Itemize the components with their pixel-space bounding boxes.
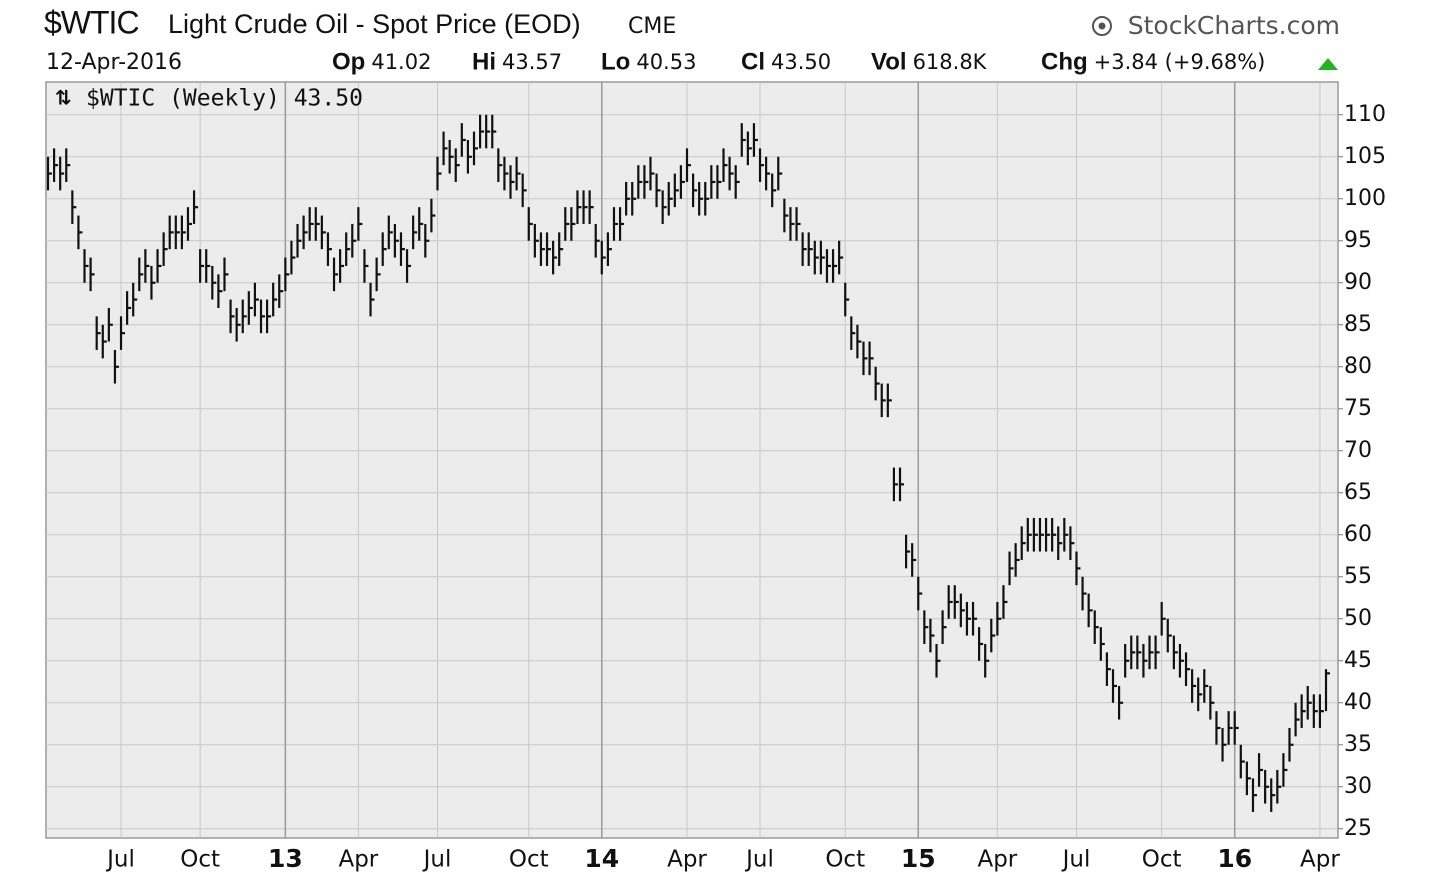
stat-label: Cl <box>741 48 765 75</box>
y-tick-label: 55 <box>1344 564 1372 589</box>
x-tick-label: Jul <box>1061 847 1091 873</box>
x-tick-label: Jul <box>422 847 452 873</box>
grid: 25 30 35 40 45 50 55 60 65 70 75 80 85 90 95 100 105 110 J… <box>46 82 1386 873</box>
x-tick-label: Jul <box>105 847 135 873</box>
x-tick-label: Apr <box>977 847 1017 873</box>
y-tick-label: 85 <box>1344 312 1372 337</box>
stat-value: 43.57 <box>502 50 562 74</box>
stat-value: 40.53 <box>636 50 696 74</box>
x-tick-label: 13 <box>268 844 303 873</box>
x-tick-label: 15 <box>901 844 936 873</box>
x-tick-label: Oct <box>1142 847 1182 873</box>
chart-title: $WTIC <box>44 4 139 40</box>
exchange: CME <box>628 14 676 39</box>
x-tick-label: Oct <box>509 847 549 873</box>
stat-value: 618.8K <box>913 50 988 74</box>
y-tick-label: 60 <box>1344 522 1372 547</box>
stat-value: 43.50 <box>771 50 831 74</box>
x-tick-label: 16 <box>1217 844 1252 873</box>
x-tick-label: 14 <box>584 844 619 873</box>
stat-label: Vol <box>871 48 907 75</box>
x-tick-label: Oct <box>180 847 220 873</box>
source-icon <box>1092 16 1112 36</box>
y-tick-label: 110 <box>1344 102 1386 127</box>
date: 12-Apr-2016 <box>46 50 182 75</box>
stat-value: +3.84 (+9.68%) <box>1094 50 1266 74</box>
y-tick-label: 80 <box>1344 354 1372 379</box>
x-tick-label: Oct <box>825 847 865 873</box>
y-tick-label: 100 <box>1344 186 1386 211</box>
stats: Op 41.02 Hi 43.57 Lo 40.53 Cl 43.50 Vol 618.8K Chg… <box>332 48 1265 75</box>
y-tick-label: 65 <box>1344 480 1372 505</box>
y-tick-label: 70 <box>1344 438 1372 463</box>
y-tick-label: 50 <box>1344 606 1372 631</box>
x-tick-label: Apr <box>667 847 707 873</box>
x-tick-label: Apr <box>1300 847 1340 873</box>
y-tick-label: 105 <box>1344 144 1386 169</box>
chart-subtitle: Light Crude Oil - Spot Price (EOD) <box>168 9 581 39</box>
x-tick-label: Jul <box>744 847 774 873</box>
y-tick-label: 40 <box>1344 690 1372 715</box>
x-tick-label: Apr <box>338 847 378 873</box>
legend-icon: ⇅ <box>55 86 72 110</box>
plot-area <box>45 81 1339 839</box>
stat-label: Chg <box>1041 48 1088 75</box>
y-tick-label: 75 <box>1344 396 1372 421</box>
stat-label: Hi <box>472 48 496 75</box>
y-tick-label: 45 <box>1344 648 1372 673</box>
legend: $WTIC (Weekly) 43.50 <box>86 86 363 112</box>
y-tick-label: 90 <box>1344 270 1372 295</box>
y-tick-label: 25 <box>1344 816 1372 841</box>
stat-label: Lo <box>601 48 630 75</box>
stat-value: 41.02 <box>371 50 431 74</box>
y-tick-label: 35 <box>1344 732 1372 757</box>
marks <box>46 114 1330 812</box>
y-tick-label: 95 <box>1344 228 1372 253</box>
stat-label: Op <box>332 48 365 75</box>
source: StockCharts.com <box>1128 11 1340 40</box>
source-icon-dot <box>1098 22 1106 30</box>
change-arrow <box>1318 58 1338 70</box>
y-tick-label: 30 <box>1344 774 1372 799</box>
